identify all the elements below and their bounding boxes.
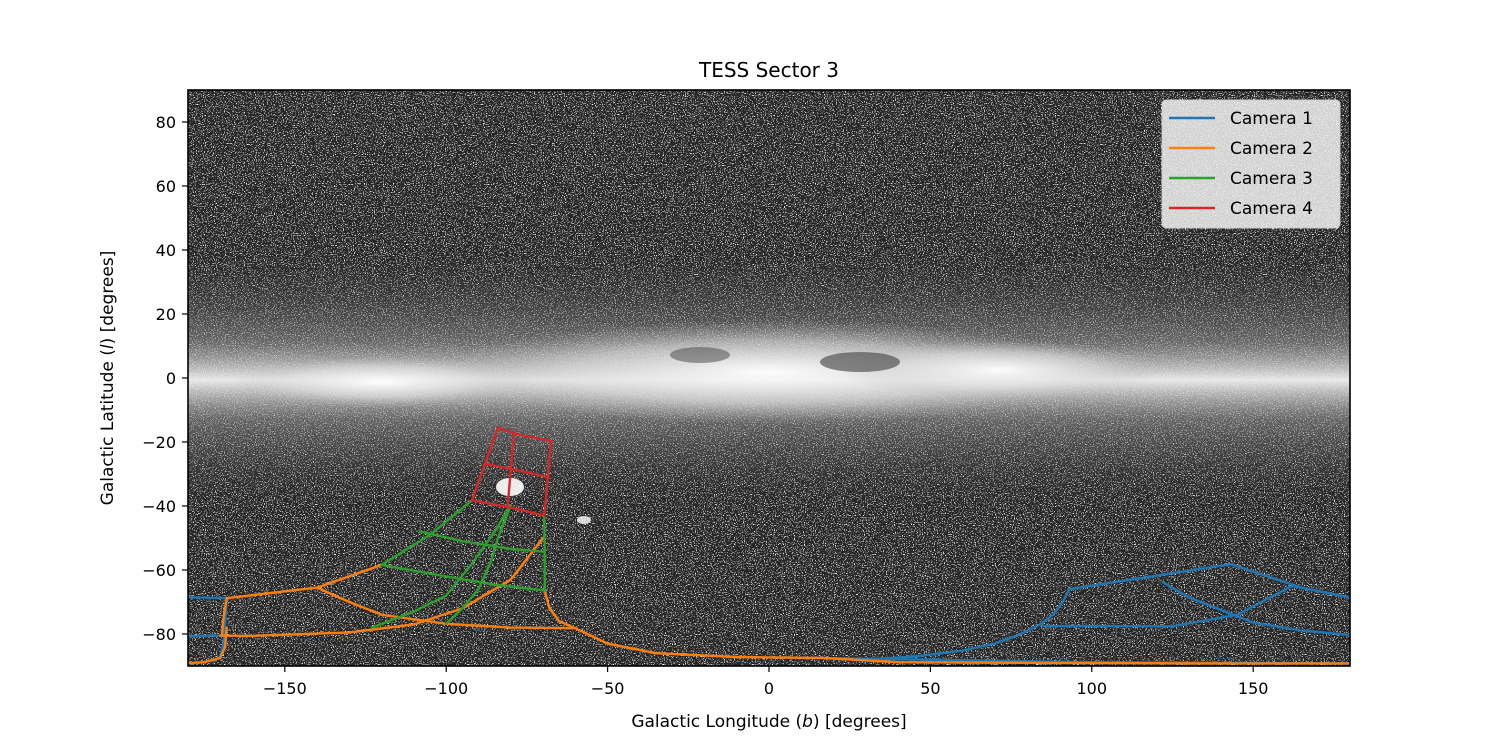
series-camera-2 — [188, 536, 1350, 665]
x-tick-label: −50 — [591, 679, 625, 698]
legend-label: Camera 1 — [1230, 109, 1313, 129]
footprint-line — [496, 426, 553, 443]
x-axis-title: Galactic Longitude (b) [degrees] — [631, 712, 906, 732]
footprint-line — [419, 530, 546, 553]
footprint-line — [506, 433, 516, 509]
y-tick-label: −80 — [142, 625, 176, 644]
legend-label: Camera 4 — [1230, 199, 1313, 219]
series-camera-4 — [470, 426, 553, 517]
y-axis-title: Galactic Latitude (l) [degrees] — [98, 251, 118, 506]
y-tick-label: 40 — [156, 241, 176, 260]
x-tick-label: 150 — [1238, 679, 1269, 698]
series-camera-3 — [370, 499, 546, 629]
footprint-line — [864, 588, 1071, 661]
footprint-line — [188, 626, 228, 665]
footprint-line — [543, 589, 826, 660]
camera-footprints — [188, 426, 1350, 665]
sky-background — [188, 90, 1350, 666]
legend-label: Camera 3 — [1230, 169, 1313, 189]
footprint-line — [470, 499, 546, 517]
smc-blob — [577, 516, 591, 524]
footprint-line — [220, 597, 228, 637]
footprint-line — [822, 656, 1350, 665]
x-axis-ticks: −150 −100 −50 0 50 100 150 — [263, 666, 1269, 698]
legend-box — [1161, 99, 1341, 229]
legend: Camera 1 Camera 2 Camera 3 Camera 4 — [1161, 99, 1341, 229]
footprint-line — [380, 563, 546, 592]
footprint-line — [315, 586, 577, 630]
y-tick-label: 20 — [156, 305, 176, 324]
footprint-line — [219, 536, 545, 638]
footprint-line — [445, 504, 512, 625]
footprint-line — [483, 462, 550, 479]
y-tick-label: 60 — [156, 177, 176, 196]
footprint-line — [1161, 581, 1350, 637]
footprint-line — [188, 596, 228, 600]
x-tick-label: 100 — [1077, 679, 1108, 698]
y-tick-label: 80 — [156, 113, 176, 132]
legend-label: Camera 2 — [1230, 139, 1313, 159]
y-tick-label: −40 — [142, 497, 176, 516]
y-tick-label: −20 — [142, 433, 176, 452]
footprint-line — [1229, 563, 1350, 599]
x-tick-label: 0 — [764, 679, 774, 698]
y-tick-label: −60 — [142, 561, 176, 580]
footprint-line — [370, 504, 512, 629]
footprint-line — [1067, 563, 1232, 591]
chart-title: TESS Sector 3 — [698, 58, 839, 82]
y-axis-ticks: −80 −60 −40 −20 0 20 40 60 80 — [142, 113, 188, 644]
x-tick-label: −150 — [263, 679, 307, 698]
y-tick-label: 0 — [166, 369, 176, 388]
x-tick-label: −100 — [424, 679, 468, 698]
x-tick-label: 50 — [920, 679, 940, 698]
